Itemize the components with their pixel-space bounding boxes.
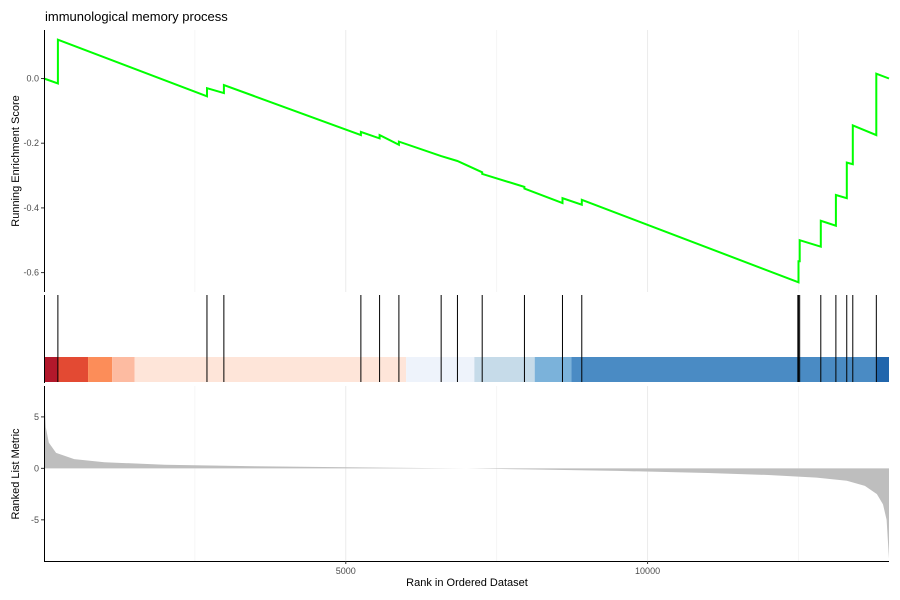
es-y-axis-label: Running Enrichment Score (10, 95, 22, 226)
hit-markers (57, 295, 877, 382)
metric-y-tick-label: 5 (34, 412, 39, 422)
metric-y-axis-label: Ranked List Metric (10, 428, 22, 520)
metric-y-tick-label: -5 (31, 515, 39, 525)
color-band (112, 357, 135, 382)
x-axis-label: Rank in Ordered Dataset (406, 577, 528, 589)
metric-y-tick-label: 0 (34, 463, 39, 473)
ranked-metric-area (44, 386, 889, 559)
metric-panel-gridlines (194, 386, 799, 561)
metric-y-ticks: 5 0 -5 (31, 412, 44, 525)
color-band (571, 357, 876, 382)
color-band (875, 357, 889, 382)
enrichment-score-line (43, 38, 890, 284)
es-panel-gridlines (194, 30, 799, 292)
color-band (44, 357, 58, 382)
chart-title: immunological memory process (45, 9, 228, 24)
x-tick-label: 5000 (336, 566, 356, 576)
es-y-ticks: 0.0 -0.2 -0.4 -0.6 (23, 74, 44, 278)
color-band (88, 357, 113, 382)
es-y-tick-label: -0.4 (23, 203, 39, 213)
x-ticks: 5000 10000 (336, 561, 660, 576)
es-y-tick-label: -0.6 (23, 268, 39, 278)
color-band (534, 357, 572, 382)
color-bar (44, 357, 889, 382)
color-band (57, 357, 89, 382)
color-band (474, 357, 535, 382)
es-y-tick-label: 0.0 (26, 74, 39, 84)
color-band (406, 357, 475, 382)
x-tick-label: 10000 (635, 566, 660, 576)
color-band (134, 357, 407, 382)
es-y-tick-label: -0.2 (23, 138, 39, 148)
